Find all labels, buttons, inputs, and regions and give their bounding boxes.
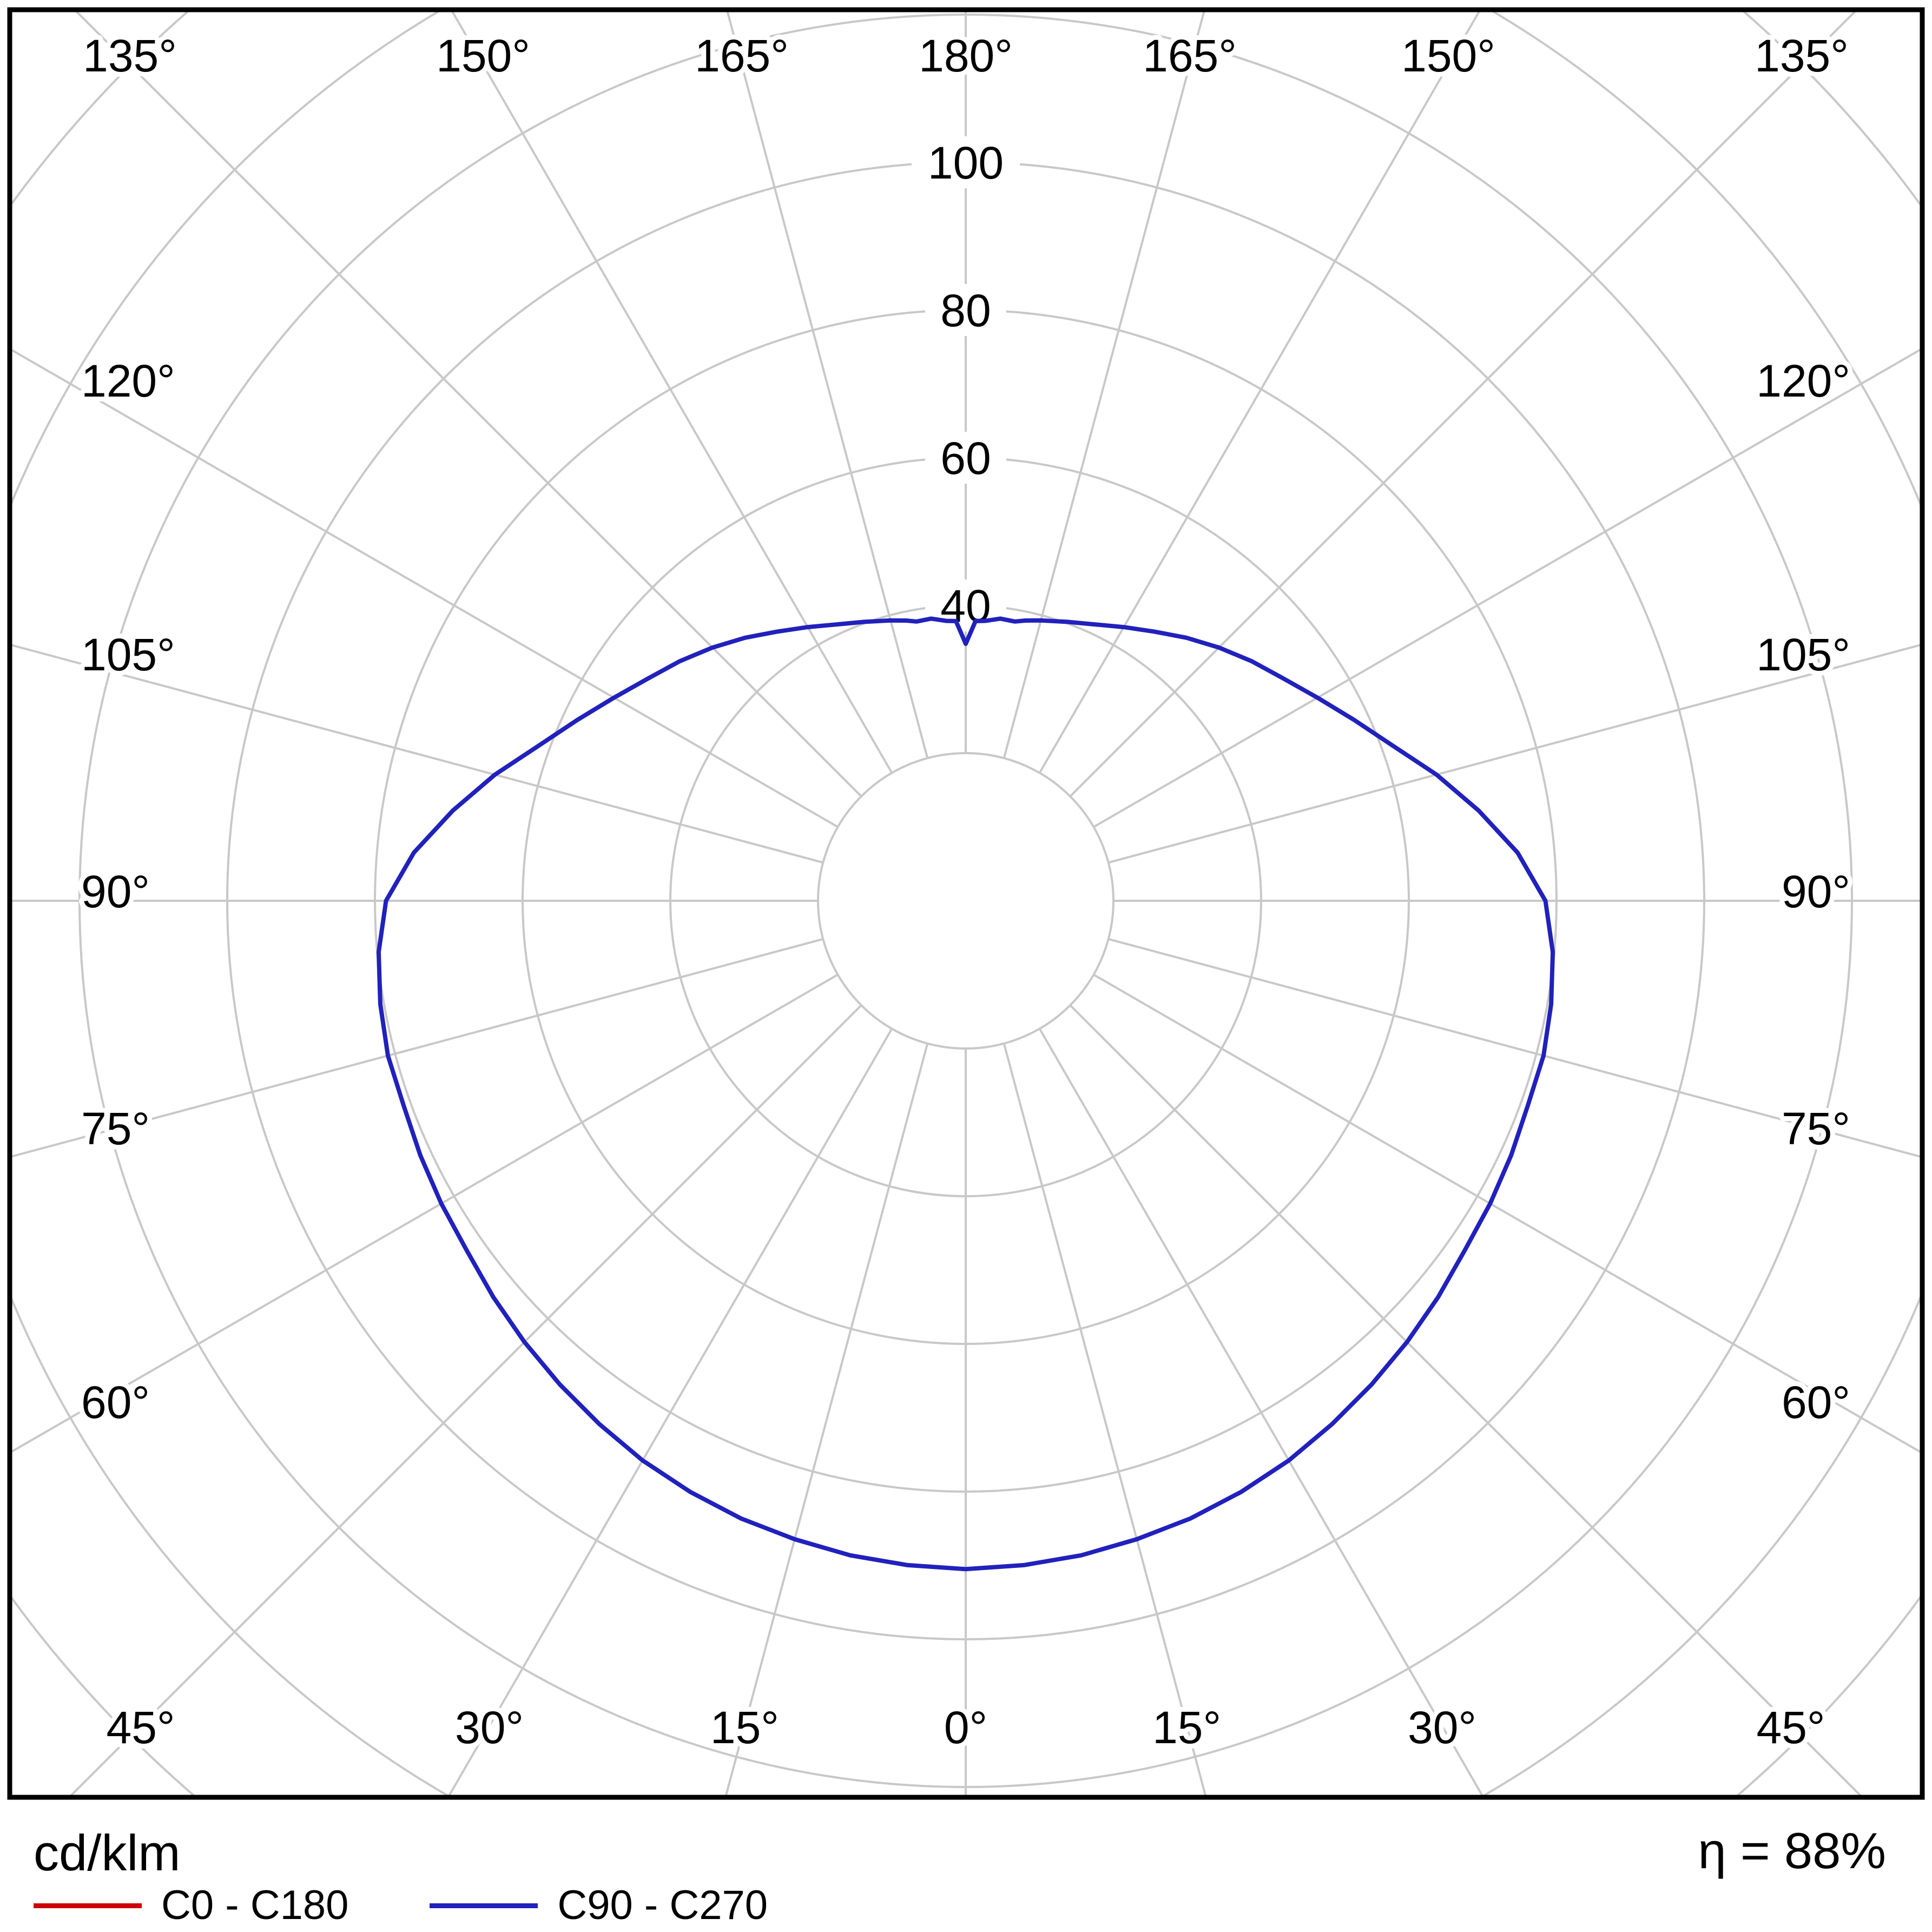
radial-tick-label: 80 <box>940 285 991 336</box>
radial-tick-backdrop <box>925 284 1006 336</box>
polar-grid-spoke <box>1003 1043 1207 1795</box>
radial-tick-backdrop <box>912 136 1020 188</box>
polar-grid-spoke <box>12 973 839 1453</box>
polar-grid-spoke <box>1093 348 1920 828</box>
polar-grid <box>12 12 1920 1795</box>
polar-grid-spoke <box>1108 938 1920 1158</box>
angle-label: 90° <box>81 866 150 917</box>
angle-label: 180° <box>919 30 1013 81</box>
legend-swatch-c90-c270 <box>430 1903 538 1908</box>
polar-grid-spoke <box>12 938 823 1158</box>
polar-grid-spoke <box>70 1004 862 1795</box>
angle-label: 120° <box>81 355 175 406</box>
polar-grid-spoke <box>1038 12 1480 774</box>
angle-label: 60° <box>1782 1377 1850 1428</box>
angle-label: 150° <box>1401 30 1495 81</box>
angle-label: 135° <box>83 30 177 81</box>
legend-swatch-c0-c180 <box>34 1903 142 1908</box>
polar-grid-spoke <box>726 12 929 759</box>
legend-label-c0-c180: C0 - C180 <box>161 1882 349 1928</box>
radial-tick-label: 60 <box>940 433 991 484</box>
polar-grid-spoke <box>1093 973 1920 1453</box>
angle-label: 60° <box>81 1377 150 1428</box>
angle-label: 75° <box>1782 1103 1850 1154</box>
legend-item-c0-c180: C0 - C180 <box>34 1885 348 1926</box>
angle-label: 45° <box>106 1702 175 1753</box>
polar-grid-spoke <box>451 12 893 774</box>
chart-frame <box>7 7 1925 1800</box>
angle-label: 165° <box>695 30 789 81</box>
angle-label: 105° <box>1756 629 1850 680</box>
polar-grid-spoke <box>1108 644 1920 864</box>
polar-grid-spoke <box>1069 1004 1862 1795</box>
polar-grid-spoke <box>1069 12 1856 797</box>
polar-grid-ring <box>817 752 1115 1050</box>
angle-label: 120° <box>1756 355 1850 406</box>
efficiency-label: η = 88% <box>1698 1822 1886 1879</box>
polar-grid-spoke <box>1038 1028 1483 1795</box>
angle-label: 30° <box>455 1702 524 1753</box>
angle-label: 0° <box>944 1702 987 1753</box>
angle-label: 150° <box>436 30 530 81</box>
legend: C0 - C180 C90 - C270 <box>34 1885 768 1926</box>
polar-grid-spoke <box>75 12 862 797</box>
angle-label: 90° <box>1782 866 1850 917</box>
angle-label: 15° <box>710 1702 779 1753</box>
angle-label: 105° <box>81 629 175 680</box>
series-curve-c90-c270 <box>376 616 1555 1572</box>
polar-chart: 0° 15° 15° 30° 30° 45° 45° 60° 60° 75° 75° 90° 90° 10… <box>7 7 1925 1800</box>
radial-tick-backdrop <box>925 579 1006 631</box>
legend-item-c90-c270: C90 - C270 <box>430 1885 768 1926</box>
angle-label: 15° <box>1152 1702 1221 1753</box>
angle-label: 135° <box>1755 30 1849 81</box>
polar-grid-spoke <box>12 348 839 828</box>
legend-label-c90-c270: C90 - C270 <box>557 1882 768 1928</box>
polar-grid-spoke <box>724 1043 929 1795</box>
radial-tick-label: 100 <box>928 137 1004 188</box>
polar-grid-spoke <box>448 1028 893 1795</box>
angle-label: 165° <box>1143 30 1237 81</box>
polar-grid-spoke <box>12 644 823 864</box>
units-label: cd/klm <box>34 1824 181 1881</box>
angle-label: 45° <box>1756 1702 1825 1753</box>
angle-label: 30° <box>1408 1702 1476 1753</box>
radial-tick-backdrop <box>925 432 1006 484</box>
radial-tick-label: 40 <box>940 581 991 631</box>
angle-label: 75° <box>81 1103 150 1154</box>
polar-grid-spoke <box>1003 12 1205 759</box>
